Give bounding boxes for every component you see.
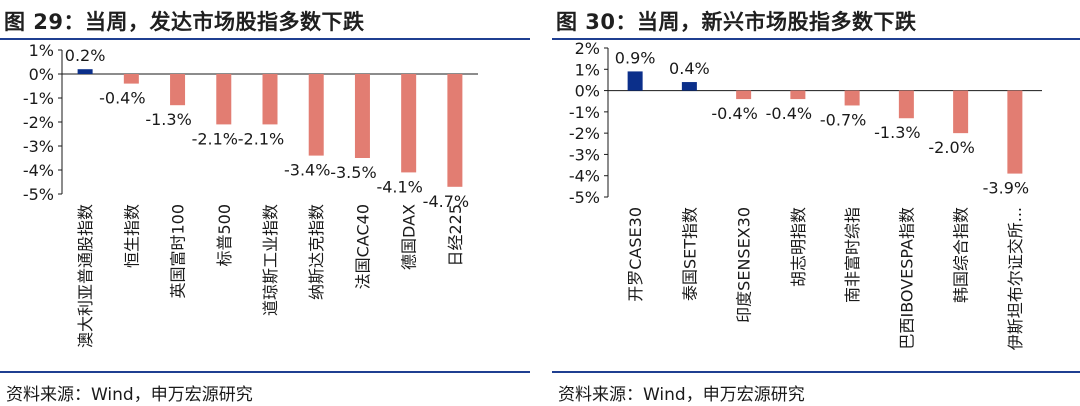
data-label: -4.7% xyxy=(423,192,469,211)
y-tick-label: -1% xyxy=(569,103,600,122)
category-label: 伊斯坦布尔证交所... xyxy=(1006,207,1025,350)
category-label: 南非富时综指 xyxy=(843,207,862,303)
y-tick-label: -4% xyxy=(23,161,54,180)
category-label: 德国DAX xyxy=(400,204,419,270)
source-rule xyxy=(0,371,530,373)
bar xyxy=(1007,90,1023,174)
data-label: 0.9% xyxy=(615,48,656,67)
bar xyxy=(736,90,752,100)
emerging-markets-bar-chart: 2% 1% 0% -1% -2% -3% -4% -5% 0.9% 开罗CASE30 0.4% 泰国S… xyxy=(569,40,1042,350)
category-label: 纳斯达克指数 xyxy=(307,204,326,300)
y-tick-label: -3% xyxy=(569,145,600,164)
bar xyxy=(216,74,232,125)
y-tick-label: 0% xyxy=(29,65,54,84)
bar xyxy=(170,74,186,106)
category-label: 巴西IBOVESPA指数 xyxy=(897,207,916,350)
source-rule xyxy=(552,371,1080,373)
data-label: -1.3% xyxy=(145,110,191,129)
right-figure-panel: 图 30：当周，新兴市场股指多数下跌 2% 1% 0% -1% -2% -3% -4% -5%… xyxy=(552,0,1080,406)
category-label: 日经225 xyxy=(446,204,465,267)
developed-markets-bar-chart: 1% 0% -1% -2% -3% -4% -5% 0.2% 澳大利亚普通股指数 -0.4% 恒生指… xyxy=(23,41,478,348)
bar xyxy=(953,90,969,134)
data-label: 0.4% xyxy=(669,59,710,78)
bar xyxy=(447,74,463,187)
bar xyxy=(627,71,643,91)
category-label: 法国CAC40 xyxy=(353,204,372,289)
data-label: -3.4% xyxy=(284,161,330,180)
category-label: 恒生指数 xyxy=(122,204,141,268)
title-underline xyxy=(552,38,1080,40)
y-tick-label: -2% xyxy=(569,124,600,143)
data-label: 0.2% xyxy=(65,46,106,65)
y-tick-label: -1% xyxy=(23,89,54,108)
category-label: 韩国综合指数 xyxy=(952,207,971,303)
y-tick-label: -2% xyxy=(23,113,54,132)
bar xyxy=(401,74,417,173)
category-label: 英国富时100 xyxy=(169,204,188,299)
data-label: -3.5% xyxy=(330,163,376,182)
source-note: 资料来源：Wind，申万宏源研究 xyxy=(6,385,253,405)
data-label: -1.3% xyxy=(874,123,920,142)
category-label: 泰国SET指数 xyxy=(680,207,699,301)
y-tick-label: 1% xyxy=(29,41,54,60)
y-tick-label: -5% xyxy=(23,185,54,204)
y-tick-label: 1% xyxy=(575,60,600,79)
data-label: -2.1% xyxy=(192,129,238,148)
title-underline xyxy=(0,38,530,40)
bar xyxy=(308,74,324,156)
bar xyxy=(681,82,697,91)
bar xyxy=(898,90,914,119)
y-tick-label: -4% xyxy=(569,167,600,186)
figure-30-title: 图 30：当周，新兴市场股指多数下跌 xyxy=(556,10,917,34)
y-tick-label: 0% xyxy=(575,82,600,101)
y-tick-label: -3% xyxy=(23,137,54,156)
data-label: -3.9% xyxy=(983,179,1029,198)
category-label: 胡志明指数 xyxy=(789,207,808,287)
data-label: -0.7% xyxy=(820,110,866,129)
left-figure-panel: 图 29：当周，发达市场股指多数下跌 1% 0% -1% -2% -3% -4% -5% 0.… xyxy=(0,0,530,406)
data-label: -0.4% xyxy=(766,104,812,123)
bar xyxy=(844,90,860,106)
category-label: 澳大利亚普通股指数 xyxy=(76,204,95,348)
bar xyxy=(123,74,139,84)
category-label: 印度SENSEX30 xyxy=(735,207,754,323)
category-label: 开罗CASE30 xyxy=(626,207,645,302)
y-tick-label: 2% xyxy=(575,40,600,58)
category-label: 道琼斯工业指数 xyxy=(261,204,280,316)
bar xyxy=(77,69,93,74)
data-label: -2.1% xyxy=(238,129,284,148)
bar xyxy=(790,90,806,100)
data-label: -2.0% xyxy=(928,138,974,157)
source-note: 资料来源：Wind，申万宏源研究 xyxy=(558,385,805,405)
bar xyxy=(262,74,278,125)
bar xyxy=(354,74,370,158)
y-tick-label: -5% xyxy=(569,188,600,207)
data-label: -0.4% xyxy=(99,89,145,108)
category-label: 标普500 xyxy=(215,204,234,267)
figure-29-title: 图 29：当周，发达市场股指多数下跌 xyxy=(4,10,365,34)
data-label: -0.4% xyxy=(711,104,757,123)
data-label: -4.1% xyxy=(376,177,422,196)
